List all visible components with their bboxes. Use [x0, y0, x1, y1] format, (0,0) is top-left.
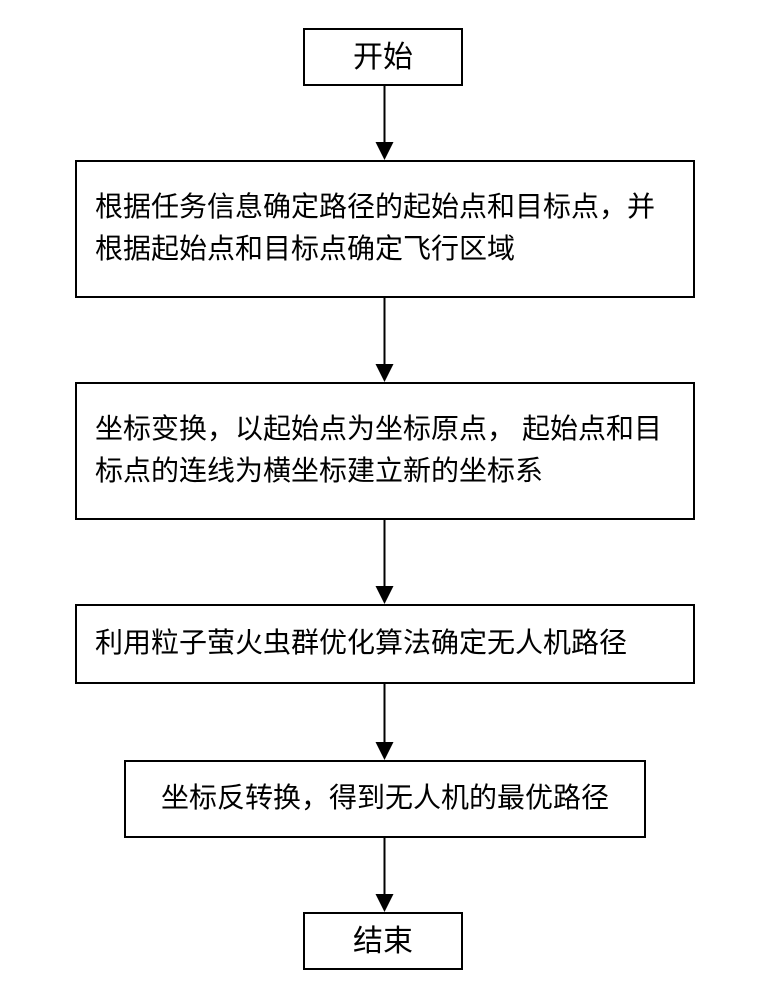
flowchart-edge — [0, 0, 769, 1000]
flowchart-canvas: 开始根据任务信息确定路径的起始点和目标点，并根据起始点和目标点确定飞行区域坐标变… — [0, 0, 769, 1000]
